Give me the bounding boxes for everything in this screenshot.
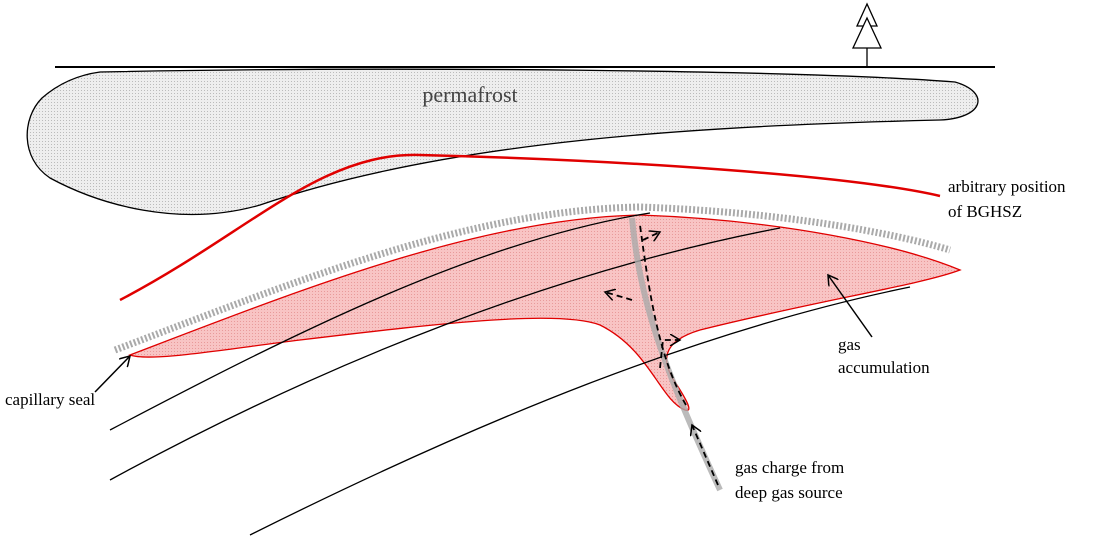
gas-charge-label: deep gas source [735,483,843,502]
tree [853,4,881,67]
gas-charge-label: gas charge from [735,458,844,477]
diagram: permafrost arbitrary position of BGHSZ g… [0,0,1116,539]
accumulation-label: gas [838,335,861,354]
page: permafrost arbitrary position of BGHSZ g… [0,0,1116,539]
accumulation-label: accumulation [838,358,930,377]
bghsz-label: arbitrary position [948,177,1066,196]
capillary-label: capillary seal [5,390,95,409]
permafrost-label: permafrost [422,82,517,107]
gas-accumulation [130,215,960,410]
bghsz-label: of BGHSZ [948,202,1022,221]
capillary-arrow [95,356,130,392]
